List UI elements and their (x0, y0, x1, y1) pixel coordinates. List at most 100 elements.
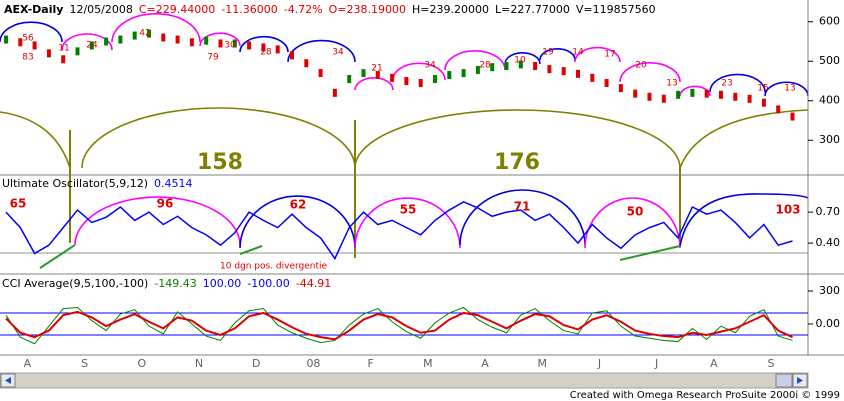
cycle-arc (0, 111, 71, 169)
header-item: Ultimate Oscillator(5,9,12) (2, 177, 148, 190)
price-bar (404, 76, 409, 85)
header-item: C=229.44000 (139, 3, 215, 16)
cycle-arc (199, 32, 241, 47)
price-bar (390, 73, 395, 82)
cycle-arc (354, 197, 461, 249)
price-bar (332, 88, 337, 97)
price-bar (790, 112, 795, 121)
price-bar (18, 38, 23, 47)
price-bar (761, 98, 766, 107)
y-tick-label: 300 (819, 133, 840, 146)
price-bar (490, 63, 495, 72)
price-bar (661, 94, 666, 103)
cycle-arc (619, 62, 681, 83)
x-tick-label: M (538, 357, 548, 370)
cycle-label: 11 (58, 44, 69, 54)
cycle-label: 83 (22, 53, 33, 63)
cycle-label: 65 (10, 197, 27, 211)
header-item: -100.00 (247, 277, 289, 290)
price-bar (447, 71, 452, 80)
x-tick-label: M (423, 357, 433, 370)
price-bar (504, 61, 509, 70)
header-item: L=227.77000 (495, 3, 570, 16)
y-tick-label: 0.40 (816, 236, 841, 249)
header-item: V=119857560 (576, 3, 656, 16)
cycle-label: 28 (260, 48, 272, 58)
cycle-label: 34 (424, 61, 436, 71)
price-bar (576, 69, 580, 78)
header-item: CCI Average(9,5,100,-100) (2, 277, 148, 290)
cycle-label: 62 (290, 198, 307, 212)
y-tick-label: 300 (819, 284, 840, 297)
x-tick-label: J (597, 357, 601, 370)
price-bar (189, 38, 194, 47)
cycle-label: 34 (332, 48, 344, 58)
cycle-arc (574, 46, 621, 63)
price-bar (633, 89, 638, 98)
price-bar (776, 105, 781, 114)
price-bar (690, 88, 695, 97)
header-item: H=239.20000 (412, 3, 489, 16)
cycle-label: 103 (775, 203, 800, 217)
price-bar (590, 73, 595, 82)
price-bar (704, 89, 709, 98)
series-line (5, 306, 793, 345)
cycle-label: 10 (514, 56, 526, 66)
series-line (5, 310, 793, 341)
y-tick-label: 500 (819, 54, 840, 67)
cycle-label: 79 (207, 53, 219, 63)
price-bar (347, 75, 352, 84)
price-bar (475, 65, 480, 74)
price-bar (433, 75, 437, 84)
header-item: -11.36000 (221, 3, 277, 16)
price-bar (290, 51, 294, 60)
price-bar (175, 35, 180, 44)
price-bar (318, 69, 323, 78)
price-bar (261, 43, 266, 52)
cycle-arc (679, 85, 711, 97)
price-bar (89, 41, 94, 50)
cycle-label: 15 (757, 84, 768, 94)
cycle-label: 50 (627, 205, 644, 219)
header-item: -4.72% (284, 3, 323, 16)
price-bar (647, 92, 652, 101)
x-tick-label: A (481, 357, 489, 370)
header-item: 0.4514 (154, 177, 193, 190)
price-bar (147, 29, 151, 38)
price-bar (547, 65, 552, 74)
cycle-arc (239, 35, 289, 53)
series-line (5, 200, 793, 261)
price-bar (75, 47, 80, 56)
x-tick-label: J (654, 357, 658, 370)
cycle-label: 24 (86, 41, 98, 51)
cycle-arc (354, 109, 681, 169)
scrollbar[interactable] (0, 372, 809, 389)
cycle-label: 14 (572, 48, 584, 58)
price-bar (533, 61, 538, 70)
cycle-arc (539, 48, 576, 61)
cycle-arc (111, 13, 201, 43)
price-bar (275, 45, 280, 54)
y-tick-label: 400 (819, 94, 840, 107)
divergence-line (239, 245, 263, 255)
cycle-arc (679, 109, 809, 169)
price-bar (361, 69, 366, 78)
x-tick-label: O (138, 357, 147, 370)
header-item: O=238.19000 (329, 3, 406, 16)
y-tick-label: 0.70 (816, 205, 841, 218)
cycle-total: 176 (494, 150, 540, 175)
price-bar (232, 39, 237, 48)
cycle-label: 17 (604, 50, 615, 60)
cycle-label: 13 (784, 84, 795, 94)
price-bar (247, 41, 252, 50)
price-bar (461, 69, 466, 78)
arrow-icon (797, 377, 803, 384)
scroll-thumb[interactable] (775, 373, 793, 388)
panel-header: AEX-Daily 12/05/2008 C=229.44000 -11.36000-… (4, 3, 656, 16)
cycle-arc (354, 77, 394, 91)
header-item: -149.43 (154, 277, 196, 290)
cycle-label: 55 (400, 203, 417, 217)
price-bar (218, 39, 223, 48)
x-tick-label: S (81, 357, 88, 370)
cycle-arc (74, 196, 241, 246)
